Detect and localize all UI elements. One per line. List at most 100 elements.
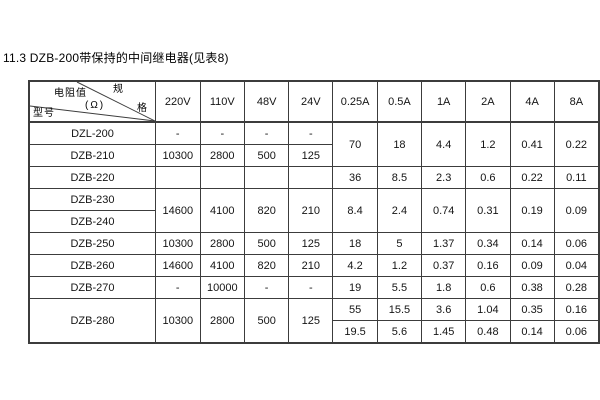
column-header-025a: 0.25A (332, 80, 378, 123)
table-cell (288, 166, 334, 189)
table-cell: 1.45 (421, 320, 467, 344)
column-header-4a: 4A (509, 80, 555, 123)
table-cell: 14600 (155, 188, 201, 233)
diagonal-header-cell: 电阻值 (Ω) 规 格 型号 (28, 80, 156, 123)
table-cell: 125 (288, 144, 334, 167)
table-cell: 0.11 (553, 166, 600, 189)
table-cell: 820 (244, 188, 290, 233)
table-cell: 2800 (199, 232, 246, 255)
table-cell: 0.34 (465, 232, 511, 255)
table-cell: 1.04 (465, 298, 511, 321)
table-cell: 0.09 (509, 254, 555, 277)
table-cell: 0.38 (509, 276, 555, 299)
table-cell: 10300 (155, 298, 201, 344)
diagonal-lines (30, 82, 155, 120)
table-cell: - (155, 121, 201, 145)
table-cell: 5.5 (376, 276, 423, 299)
table-cell: 70 (332, 121, 378, 167)
table-cell: 0.14 (509, 320, 555, 344)
column-header-8a: 8A (553, 80, 600, 123)
table-cell: 0.06 (553, 320, 600, 344)
table-cell: 500 (244, 298, 290, 344)
table-cell: 125 (288, 232, 334, 255)
model-cell: DZB-230 (28, 188, 156, 211)
table-cell: 8.5 (376, 166, 423, 189)
table-cell: - (288, 276, 334, 299)
column-header-05a: 0.5A (376, 80, 423, 123)
column-header-110v: 110V (199, 80, 246, 123)
table-cell: 0.22 (553, 121, 600, 167)
model-cell: DZB-260 (28, 254, 156, 277)
table-cell: 19 (332, 276, 378, 299)
model-cell: DZL-200 (28, 121, 156, 145)
table-cell: 4100 (199, 188, 246, 233)
table-cell: - (288, 121, 334, 145)
table-row-dzb-230: DZB-230 14600 4100 820 210 8.4 2.4 0.74 … (28, 188, 600, 233)
table-row-dzl-200: DZL-200 - - - - 70 18 4.4 1.2 0.41 0.22 (28, 121, 600, 167)
diag-label-resistance: 电阻值 (54, 88, 87, 99)
table-cell: 0.74 (421, 188, 467, 233)
table-cell: 0.16 (553, 298, 600, 321)
table-cell: - (155, 276, 201, 299)
header-row: 电阻值 (Ω) 规 格 型号 220V 110V 48V 24V 0.25A 0… (28, 80, 600, 123)
table-cell: - (244, 121, 290, 145)
model-cell: DZB-270 (28, 276, 156, 299)
table-cell: 4.4 (421, 121, 467, 167)
table-cell: 5.6 (376, 320, 423, 344)
table-cell: 0.09 (553, 188, 600, 233)
table-cell: 10300 (155, 144, 201, 167)
model-cell: DZB-250 (28, 232, 156, 255)
column-header-24v: 24V (288, 80, 334, 123)
table-cell: 2.3 (421, 166, 467, 189)
table-row-dzb-280: DZB-280 10300 2800 500 125 55 15.5 3.6 1… (28, 298, 600, 344)
model-cell: DZB-240 (28, 210, 156, 233)
column-header-1a: 1A (421, 80, 467, 123)
table-row-dzb-210: DZB-210 10300 2800 500 125 (28, 144, 599, 167)
table-cell: 1.2 (465, 121, 511, 167)
table-cell: 500 (244, 232, 290, 255)
table-cell: 18 (376, 121, 423, 167)
table-cell: 0.41 (509, 121, 555, 167)
table-cell: 1.37 (421, 232, 467, 255)
table-cell: 0.31 (465, 188, 511, 233)
model-cell: DZB-210 (28, 144, 156, 167)
table-cell: 14600 (155, 254, 201, 277)
diagonal-header-content: 电阻值 (Ω) 规 格 型号 (30, 82, 155, 120)
table-cell: 3.6 (421, 298, 467, 321)
table-cell: 15.5 (376, 298, 423, 321)
table-cell: 2.4 (376, 188, 423, 233)
table-cell: 10300 (155, 232, 201, 255)
column-header-220v: 220V (155, 80, 201, 123)
table-cell: 0.35 (509, 298, 555, 321)
table-row-dzb-250: DZB-250 10300 2800 500 125 18 5 1.37 0.3… (28, 232, 600, 255)
table-cell: 2800 (199, 144, 246, 167)
table-cell: - (199, 121, 246, 145)
table-cell: 4100 (199, 254, 246, 277)
table-cell: 18 (332, 232, 378, 255)
column-header-48v: 48V (244, 80, 290, 123)
table-cell: 0.28 (553, 276, 600, 299)
table-cell: 210 (288, 254, 334, 277)
diag-label-model: 型号 (33, 108, 55, 119)
table-cell: 210 (288, 188, 334, 233)
table-cell: 0.48 (465, 320, 511, 344)
table-row-dzb-280-sub: 19.5 5.6 1.45 0.48 0.14 0.06 (29, 320, 600, 344)
table-cell: 0.16 (465, 254, 511, 277)
table-row-dzb-260: DZB-260 14600 4100 820 210 4.2 1.2 0.37 … (28, 254, 600, 277)
table-cell: 0.6 (465, 276, 511, 299)
table-cell: 500 (244, 144, 290, 167)
table-cell (155, 166, 201, 189)
table-cell: - (244, 276, 290, 299)
table-cell (199, 166, 246, 189)
table-cell: 0.19 (509, 188, 555, 233)
diag-label-spec-top: 规 (113, 84, 123, 95)
table-cell (244, 166, 290, 189)
table-cell: 0.14 (509, 232, 555, 255)
table-row-dzb-220: DZB-220 36 8.5 2.3 0.6 0.22 0.11 (28, 166, 600, 189)
table-cell: 0.37 (421, 254, 467, 277)
table-row-dzb-270: DZB-270 - 10000 - - 19 5.5 1.8 0.6 0.38 … (28, 276, 600, 299)
table-cell: 4.2 (332, 254, 378, 277)
table-cell: 0.6 (465, 166, 511, 189)
section-title: 11.3 DZB-200带保持的中间继电器(见表8) (3, 51, 229, 65)
table-cell: 125 (288, 298, 334, 344)
